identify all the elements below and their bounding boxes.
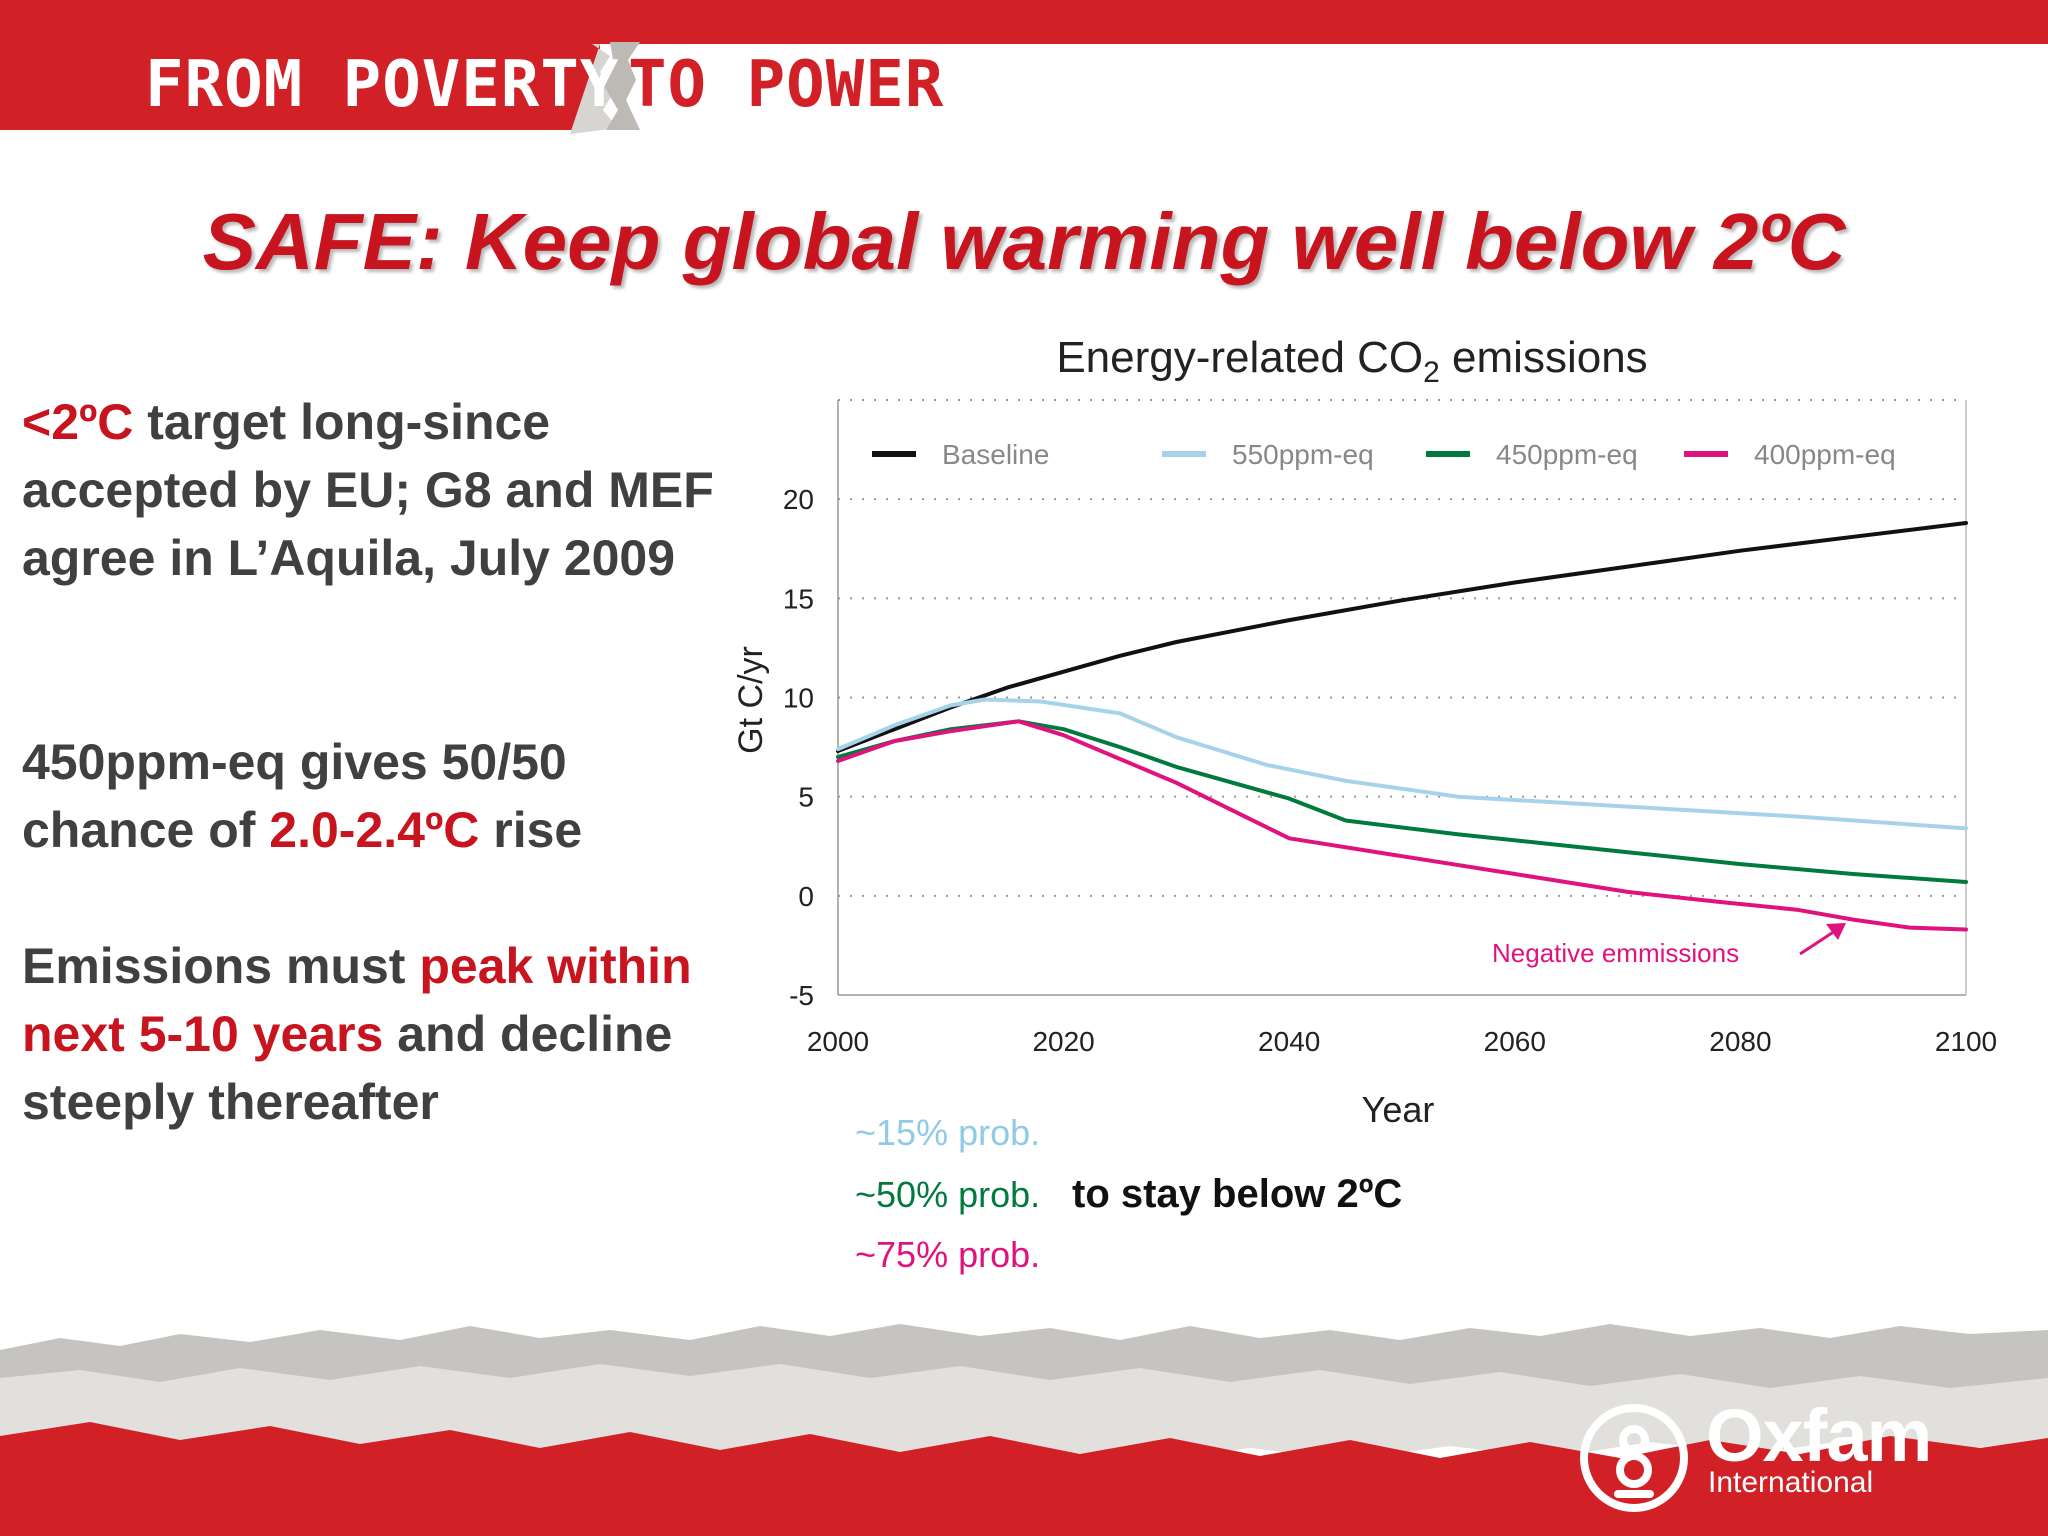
x-tick-label: 2100 bbox=[1935, 1026, 1997, 1057]
paragraph-450ppm-text: 450ppm-eq gives 50/50 chance of bbox=[22, 734, 567, 858]
x-axis-label: Year bbox=[1362, 1089, 1435, 1130]
y-tick-label: 0 bbox=[798, 881, 814, 912]
legend-label: 450ppm-eq bbox=[1496, 439, 1638, 470]
legend-label: Baseline bbox=[942, 439, 1049, 470]
annotation-arrow-line bbox=[1799, 927, 1839, 956]
top-red-bar bbox=[0, 0, 2048, 44]
prob-50-label: ~50% prob. bbox=[855, 1174, 1041, 1215]
y-tick-label: 5 bbox=[798, 782, 814, 813]
x-tick-label: 2060 bbox=[1484, 1026, 1546, 1057]
oxfam-logo-text: Oxfam bbox=[1706, 1394, 1932, 1477]
x-tick-label: 2080 bbox=[1709, 1026, 1771, 1057]
y-tick-label: -5 bbox=[789, 980, 814, 1011]
y-axis-label: Gt C/yr bbox=[732, 646, 770, 754]
paragraph-target: <2ºC target long-since accepted by EU; G… bbox=[22, 388, 742, 592]
prob-75-label: ~75% prob. bbox=[855, 1234, 1041, 1275]
slide-title: SAFE: Keep global warming well below 2ºC bbox=[202, 197, 1846, 286]
paragraph-emissions: Emissions must peak within next 5-10 yea… bbox=[22, 932, 742, 1136]
x-tick-label: 2040 bbox=[1258, 1026, 1320, 1057]
annotation-arrow-head bbox=[1826, 923, 1846, 940]
x-tick-label: 2000 bbox=[807, 1026, 869, 1057]
y-tick-label: 20 bbox=[783, 484, 814, 515]
y-tick-label: 10 bbox=[783, 683, 814, 714]
chart-title-end: emissions bbox=[1440, 333, 1648, 382]
series-line-400ppm-eq bbox=[836, 719, 1968, 932]
banner-text-right: TO POWER bbox=[628, 48, 945, 122]
paragraph-450ppm: 450ppm-eq gives 50/50 chance of 2.0-2.4º… bbox=[22, 728, 742, 864]
annotation-negative-emissions: Negative emmissions bbox=[1492, 938, 1739, 968]
banner-text-left: FROM POVERTY bbox=[145, 48, 620, 122]
chart-title: Energy-related CO2 emissions bbox=[1056, 333, 1647, 389]
probability-box bbox=[848, 1110, 1068, 1282]
highlight-rise: 2.0-2.4ºC bbox=[269, 802, 480, 858]
chart-title-subscript: 2 bbox=[1423, 356, 1440, 389]
paragraph-target-text: target long-since accepted by EU; G8 and… bbox=[22, 394, 714, 586]
prob-15-label: ~15% prob. bbox=[855, 1112, 1041, 1153]
paragraph-emissions-text: Emissions must bbox=[22, 938, 420, 994]
chart-title-main: Energy-related CO bbox=[1056, 333, 1423, 382]
y-tick-label: 15 bbox=[783, 583, 814, 614]
stay-below-label: to stay below 2ºC bbox=[1072, 1172, 1403, 1216]
x-tick-label: 2020 bbox=[1032, 1026, 1094, 1057]
title-banner bbox=[0, 44, 600, 130]
highlight-peak: peak within next 5-10 years bbox=[22, 938, 692, 1062]
oxfam-logo-subtext: International bbox=[1708, 1466, 1874, 1499]
legend-label: 400ppm-eq bbox=[1754, 439, 1896, 470]
series-line-550ppm-eq bbox=[836, 697, 1968, 831]
paragraph-emissions-end: and decline steeply thereafter bbox=[22, 1006, 673, 1130]
legend-label: 550ppm-eq bbox=[1232, 439, 1374, 470]
highlight-target: <2ºC bbox=[22, 394, 134, 450]
oxfam-logo-icon bbox=[1580, 1404, 1688, 1512]
torn-paper-edge bbox=[570, 42, 640, 134]
torn-paper-footer bbox=[0, 1324, 2048, 1536]
series-line-baseline bbox=[836, 521, 1968, 753]
paragraph-450ppm-end: rise bbox=[479, 802, 583, 858]
